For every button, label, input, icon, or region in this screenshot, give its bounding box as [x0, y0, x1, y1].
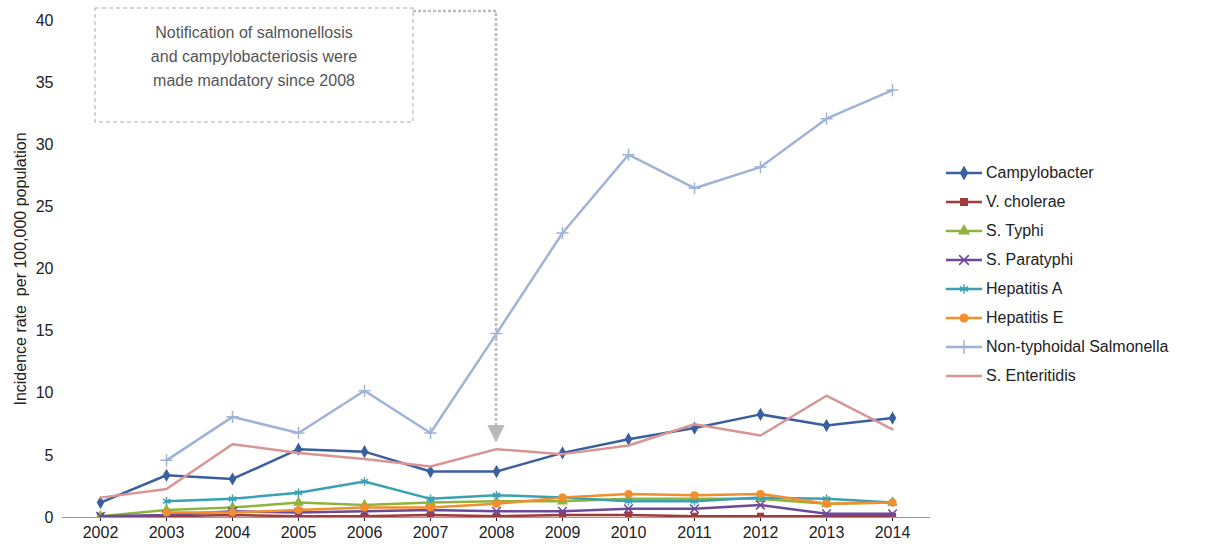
svg-text:2012: 2012	[743, 524, 779, 541]
html-text:Campylobacter: Campylobacter	[986, 164, 1094, 181]
html-text:Hepatitis E: Hepatitis E	[986, 309, 1064, 326]
svg-text:2006: 2006	[347, 524, 383, 541]
svg-text:2008: 2008	[479, 524, 515, 541]
svg-text:25: 25	[36, 198, 54, 215]
svg-text:2014: 2014	[875, 524, 911, 541]
svg-text:2013: 2013	[809, 524, 845, 541]
html-text:V. cholerae: V. cholerae	[986, 193, 1066, 210]
svg-text:2004: 2004	[215, 524, 251, 541]
svg-text:2010: 2010	[611, 524, 647, 541]
svg-text:2002: 2002	[83, 524, 119, 541]
svg-text:30: 30	[36, 136, 54, 153]
svg-text:Incidence rate per 100,000 po: Incidence rate per 100,000 population	[12, 132, 29, 405]
svg-text:15: 15	[36, 322, 54, 339]
html-text:Hepatitis A: Hepatitis A	[986, 280, 1063, 297]
svg-text:40: 40	[36, 12, 54, 29]
svg-text:35: 35	[36, 74, 54, 91]
svg-text:0: 0	[45, 509, 54, 526]
svg-text:2009: 2009	[545, 524, 581, 541]
svg-text:Notification of salmonellosisa: Notification of salmonellosisand campylo…	[151, 24, 357, 89]
html-text:S. Paratyphi: S. Paratyphi	[986, 251, 1074, 268]
html-text:Non-typhoidal Salmonella: Non-typhoidal Salmonella	[986, 338, 1169, 355]
svg-text:2007: 2007	[413, 524, 449, 541]
html-text:S. Typhi: S. Typhi	[986, 222, 1044, 239]
svg-text:2011: 2011	[677, 524, 712, 541]
svg-text:2003: 2003	[149, 524, 185, 541]
svg-text:10: 10	[36, 384, 54, 401]
svg-text:5: 5	[45, 446, 54, 463]
svg-text:20: 20	[36, 260, 54, 277]
html-text:S. Enteritidis: S. Enteritidis	[986, 367, 1076, 384]
svg-text:2005: 2005	[281, 524, 317, 541]
